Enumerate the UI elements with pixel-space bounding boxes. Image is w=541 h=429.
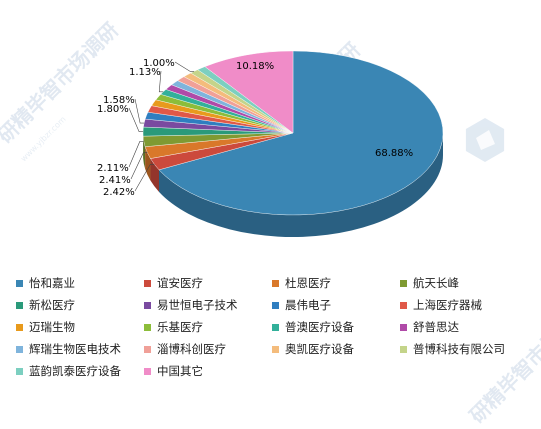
legend-swatch — [272, 280, 279, 287]
legend-swatch — [144, 280, 151, 287]
legend-label: 上海医疗器械 — [413, 297, 482, 313]
legend-swatch — [144, 368, 151, 375]
legend-swatch — [144, 302, 151, 309]
legend-item: 航天长峰 — [400, 275, 536, 291]
pie-slices — [143, 51, 443, 215]
legend-item: 辉瑞生物医电技术 — [16, 341, 144, 357]
legend-label: 中国其它 — [157, 363, 203, 379]
legend-item: 淄博科创医疗 — [144, 341, 272, 357]
legend-swatch — [272, 324, 279, 331]
legend-item: 上海医疗器械 — [400, 297, 536, 313]
legend-swatch — [400, 302, 407, 309]
legend-swatch — [16, 346, 23, 353]
legend-item: 易世恒电子技术 — [144, 297, 272, 313]
legend-item: 迈瑞生物 — [16, 319, 144, 335]
pie-chart: 68.88%2.42%2.41%2.11%1.80%1.58%1.13%1.00… — [0, 0, 541, 270]
watermark-logo-icon — [466, 118, 504, 162]
legend-label: 普澳医疗设备 — [285, 319, 354, 335]
legend-label: 怡和嘉业 — [29, 275, 75, 291]
legend-label: 新松医疗 — [29, 297, 75, 313]
legend-swatch — [400, 324, 407, 331]
slice-label: 10.18% — [236, 61, 274, 72]
legend-item: 乐基医疗 — [144, 319, 272, 335]
legend-item: 普澳医疗设备 — [272, 319, 400, 335]
legend-swatch — [16, 280, 23, 287]
legend-label: 杜恩医疗 — [285, 275, 331, 291]
legend-swatch — [272, 346, 279, 353]
leader-line — [129, 141, 144, 167]
legend-swatch — [144, 324, 151, 331]
legend-label: 易世恒电子技术 — [157, 297, 238, 313]
slice-label: 2.41% — [99, 175, 131, 186]
leader-line — [175, 62, 194, 71]
slice-label: 1.00% — [143, 58, 175, 69]
legend-label: 乐基医疗 — [157, 319, 203, 335]
legend-label: 奥凯医疗设备 — [285, 341, 354, 357]
legend-item: 杜恩医疗 — [272, 275, 400, 291]
legend-label: 航天长峰 — [413, 275, 459, 291]
legend-label: 淄博科创医疗 — [157, 341, 226, 357]
legend-item: 谊安医疗 — [144, 275, 272, 291]
leader-line — [129, 108, 143, 132]
slice-label: 2.42% — [103, 187, 135, 198]
legend-label: 晨伟电子 — [285, 297, 331, 313]
legend-item: 怡和嘉业 — [16, 275, 144, 291]
legend-swatch — [16, 302, 23, 309]
legend-swatch — [272, 302, 279, 309]
slice-label: 68.88% — [375, 148, 413, 159]
legend-label: 辉瑞生物医电技术 — [29, 341, 121, 357]
legend-swatch — [144, 346, 151, 353]
legend-item: 舒普思达 — [400, 319, 536, 335]
legend-label: 普博科技有限公司 — [413, 341, 505, 357]
legend-item: 普博科技有限公司 — [400, 341, 536, 357]
legend-swatch — [16, 324, 23, 331]
legend: 怡和嘉业 谊安医疗 杜恩医疗 航天长峰新松医疗 易世恒电子技术 晨伟电子 上海医疗器械迈瑞生… — [16, 275, 536, 379]
legend-item: 中国其它 — [144, 363, 272, 379]
legend-item: 蓝韵凯泰医疗设备 — [16, 363, 144, 379]
legend-label: 谊安医疗 — [157, 275, 203, 291]
slice-label: 1.58% — [103, 95, 135, 106]
slice-label: 2.11% — [97, 163, 129, 174]
legend-item: 晨伟电子 — [272, 297, 400, 313]
legend-item: 奥凯医疗设备 — [272, 341, 400, 357]
leader-line — [135, 99, 144, 123]
legend-swatch — [400, 346, 407, 353]
legend-swatch — [16, 368, 23, 375]
legend-item: 新松医疗 — [16, 297, 144, 313]
legend-label: 舒普思达 — [413, 319, 459, 335]
legend-label: 迈瑞生物 — [29, 319, 75, 335]
legend-label: 蓝韵凯泰医疗设备 — [29, 363, 121, 379]
legend-swatch — [400, 280, 407, 287]
